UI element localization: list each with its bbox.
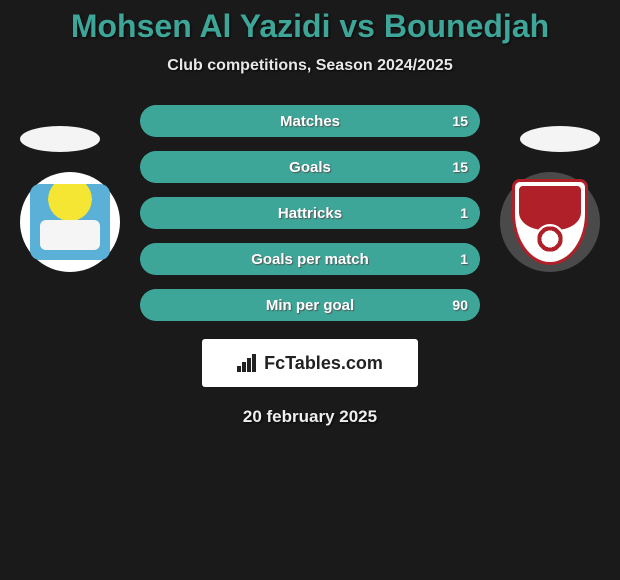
stat-row: Goals 15 (140, 151, 480, 183)
brand-chart-icon (237, 354, 259, 372)
club-badge-left (20, 172, 120, 272)
stat-row: Hattricks 1 (140, 197, 480, 229)
club-badge-right-art (512, 179, 588, 265)
date-text: 20 february 2025 (0, 407, 620, 427)
club-badge-left-art (30, 184, 110, 260)
stats-block: Matches15Goals15Hattricks1Goals per matc… (140, 105, 480, 321)
stat-label: Goals per match (251, 251, 369, 268)
page-title: Mohsen Al Yazidi vs Bounedjah (0, 8, 620, 45)
club-badge-right (500, 172, 600, 272)
stat-row: Matches 15 (140, 105, 480, 137)
stat-right-value: 90 (452, 297, 468, 313)
flag-left (20, 126, 100, 152)
stat-row: Min per goal 90 (140, 289, 480, 321)
flag-right (520, 126, 600, 152)
subtitle: Club competitions, Season 2024/2025 (0, 57, 620, 75)
stat-right-value: 1 (460, 205, 468, 221)
stat-label: Matches (280, 113, 340, 130)
brand-box: FcTables.com (202, 339, 418, 387)
stat-right-value: 1 (460, 251, 468, 267)
brand-text: FcTables.com (264, 353, 383, 374)
infographic-container: Mohsen Al Yazidi vs Bounedjah Club compe… (0, 0, 620, 427)
stat-right-value: 15 (452, 113, 468, 129)
stat-label: Min per goal (266, 297, 354, 314)
stat-row: Goals per match 1 (140, 243, 480, 275)
stat-label: Goals (289, 159, 331, 176)
stat-label: Hattricks (278, 205, 342, 222)
stat-right-value: 15 (452, 159, 468, 175)
